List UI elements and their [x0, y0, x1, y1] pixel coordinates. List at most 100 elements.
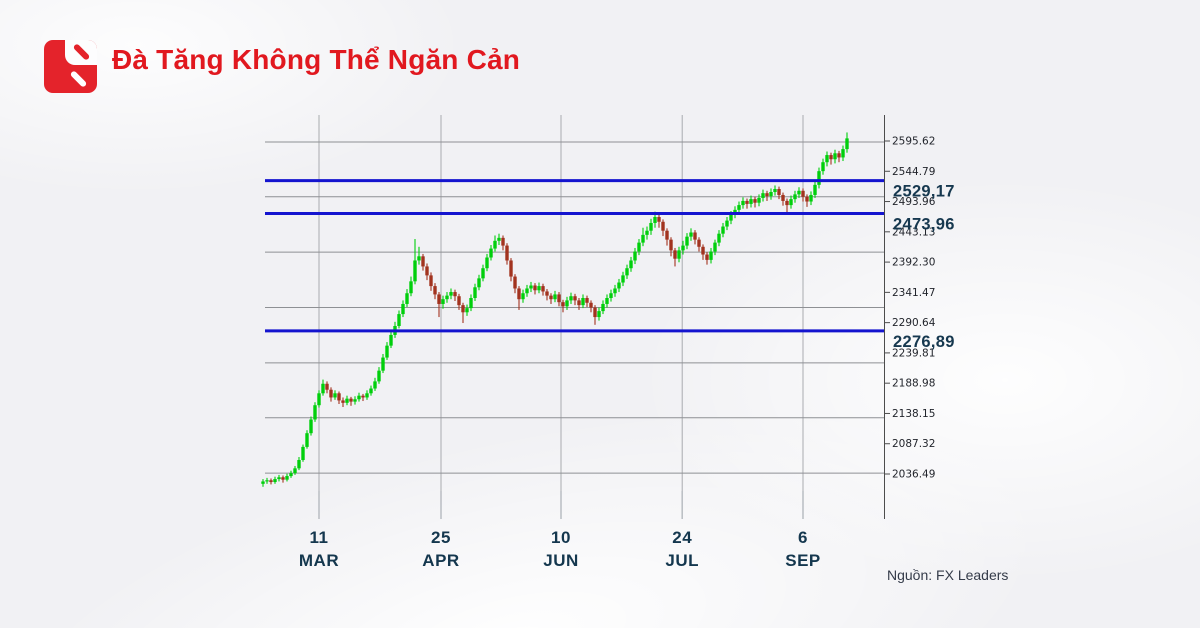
candle-body: [597, 311, 601, 318]
candle-body: [521, 293, 525, 300]
candle-body: [573, 296, 577, 301]
candle-body: [273, 479, 277, 483]
candle-body: [641, 234, 645, 243]
candle-body: [629, 260, 633, 269]
candle-body: [409, 281, 413, 294]
candle-body: [765, 193, 769, 197]
candle-body: [321, 383, 325, 394]
y-axis-tick-label: 2138.15: [892, 408, 935, 420]
candle-body: [797, 190, 801, 195]
candle-body: [845, 138, 849, 150]
candle-body: [369, 388, 373, 394]
candle-body: [545, 291, 549, 296]
candle-body: [365, 393, 369, 398]
support-level-label: 2276,89: [893, 333, 955, 351]
candle-body: [677, 250, 681, 259]
candle-body: [665, 230, 669, 240]
candle-body: [589, 302, 593, 308]
y-axis-tick-label: 2392.30: [892, 257, 935, 269]
candle-body: [433, 286, 437, 295]
candle-body: [669, 239, 673, 251]
candle-body: [841, 149, 845, 158]
candle-body: [569, 296, 573, 301]
candle-body: [809, 194, 813, 202]
candle-body: [581, 298, 585, 306]
candle-body: [325, 383, 329, 390]
candle-body: [497, 237, 501, 241]
candle-body: [605, 298, 609, 304]
candle-body: [381, 357, 385, 371]
candle-body: [577, 300, 581, 306]
candle-body: [649, 222, 653, 231]
y-axis-tick-label: 2443.13: [892, 226, 935, 238]
candle-body: [441, 299, 445, 304]
candle-body: [477, 278, 481, 288]
candle-body: [533, 285, 537, 291]
candle-body: [813, 184, 817, 195]
candle-body: [621, 275, 625, 283]
candle-body: [349, 398, 353, 402]
candle-body: [657, 217, 661, 222]
candle-body: [489, 248, 493, 258]
candle-body: [661, 221, 665, 231]
candle-body: [717, 233, 721, 243]
candle-body: [761, 193, 765, 198]
y-axis-tick-label: 2595.62: [892, 136, 935, 148]
support-level-label: 2529,17: [893, 183, 955, 201]
candle-body: [757, 197, 761, 203]
y-axis-tick-label: 2544.79: [892, 166, 935, 178]
candle-body: [305, 433, 309, 447]
candle-body: [821, 162, 825, 172]
support-level-label: 2473,96: [893, 215, 955, 233]
x-axis-month-label: MAR: [299, 551, 339, 570]
candle-body: [565, 300, 569, 307]
logo-notch: [65, 40, 97, 65]
candle-body: [265, 480, 269, 482]
candle-body: [361, 395, 365, 398]
candle-body: [777, 189, 781, 195]
candle-body: [301, 446, 305, 460]
candle-body: [617, 282, 621, 289]
candle-body: [709, 251, 713, 260]
x-axis-day-label: 25: [431, 528, 451, 547]
candle-body: [417, 256, 421, 261]
candle-body: [357, 395, 361, 400]
candle-body: [737, 205, 741, 210]
candle-body: [601, 303, 605, 312]
candle-body: [713, 242, 717, 252]
candle-body: [277, 477, 281, 480]
candle-body: [801, 190, 805, 197]
source-credit: Nguồn: FX Leaders: [887, 567, 1009, 583]
x-axis-day-label: 6: [798, 528, 808, 547]
candle-body: [585, 298, 589, 303]
brand-logo: [44, 40, 97, 93]
x-axis-month-label: SEP: [785, 551, 821, 570]
candle-body: [829, 155, 833, 160]
candle-body: [281, 477, 285, 480]
candle-body: [525, 288, 529, 294]
candle-body: [413, 260, 417, 282]
candle-body: [833, 153, 837, 160]
candle-body: [729, 214, 733, 221]
candle-body: [633, 251, 637, 261]
candle-body: [289, 473, 293, 477]
candle-body: [721, 226, 725, 234]
candle-body: [317, 393, 321, 406]
candle-body: [725, 220, 729, 227]
candle-body: [549, 295, 553, 300]
candle-body: [513, 276, 517, 289]
y-axis-tick-label: 2188.98: [892, 378, 935, 390]
candle-body: [329, 389, 333, 398]
candle-body: [457, 296, 461, 306]
candle-body: [509, 260, 513, 277]
candle-body: [625, 268, 629, 276]
candle-body: [297, 459, 301, 469]
candle-body: [517, 288, 521, 300]
x-axis-month-label: JUN: [543, 551, 579, 570]
candle-body: [469, 298, 473, 309]
candle-body: [681, 245, 685, 251]
candle-body: [613, 288, 617, 294]
candle-body: [377, 370, 381, 382]
candle-body: [701, 246, 705, 255]
